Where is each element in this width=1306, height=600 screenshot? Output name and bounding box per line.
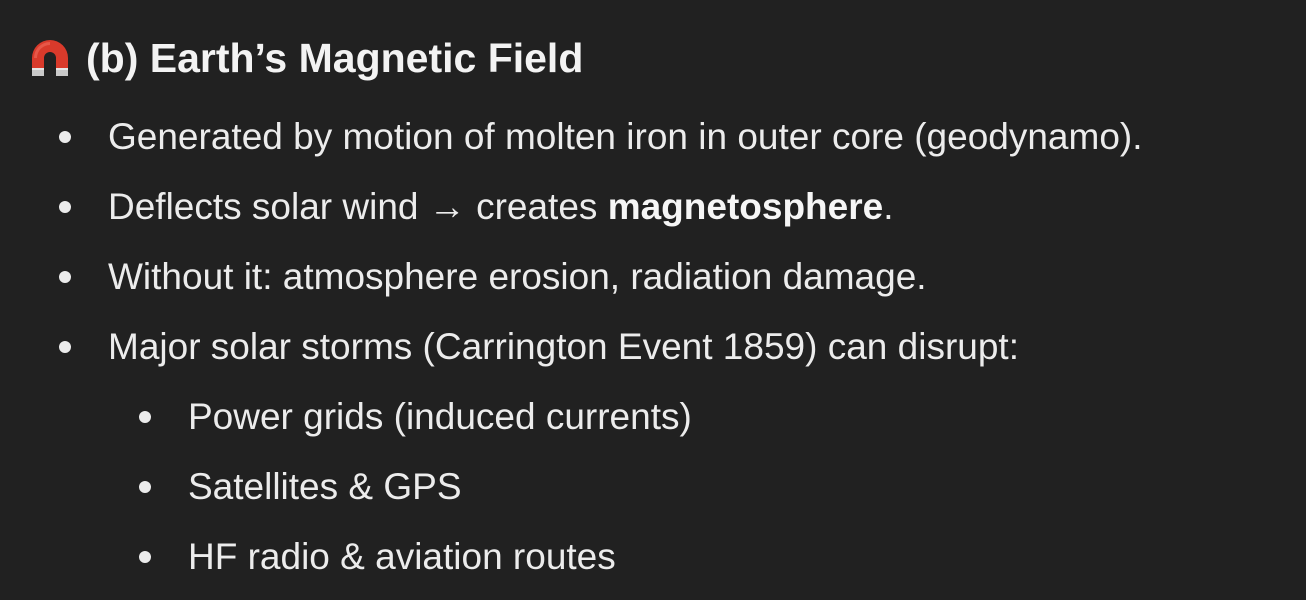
list-item: Major solar storms (Carrington Event 185…: [56, 312, 1143, 382]
list-item: Generated by motion of molten iron in ou…: [56, 102, 1143, 172]
list-item-text: Without it: atmosphere erosion, radiatio…: [108, 256, 927, 297]
bold-term: magnetosphere: [607, 186, 884, 227]
sub-list-item: Satellites & GPS: [136, 452, 692, 522]
list-item: Deflects solar wind → creates magnetosph…: [56, 172, 1143, 242]
section-title: (b) Earth’s Magnetic Field: [86, 34, 584, 81]
sub-list-item-text: Power grids (induced currents): [188, 396, 692, 437]
sub-bullet-list: Power grids (induced currents) Satellite…: [136, 382, 692, 592]
list-item-text-part: .: [883, 186, 894, 227]
magnet-icon: [28, 36, 72, 80]
section-heading: (b) Earth’s Magnetic Field: [28, 30, 583, 86]
bullet-list: Generated by motion of molten iron in ou…: [56, 102, 1143, 382]
list-item-text-part: Deflects solar wind → creates: [108, 186, 608, 227]
sub-list-item: HF radio & aviation routes: [136, 522, 692, 592]
sub-list-item-text: HF radio & aviation routes: [188, 536, 616, 577]
list-item-text: Major solar storms (Carrington Event 185…: [108, 326, 1019, 367]
list-item-text: Generated by motion of molten iron in ou…: [108, 116, 1143, 157]
list-item-text: Deflects solar wind → creates magnetosph…: [108, 186, 893, 228]
sub-list-item-text: Satellites & GPS: [188, 466, 462, 507]
sub-list-item: Power grids (induced currents): [136, 382, 692, 452]
list-item: Without it: atmosphere erosion, radiatio…: [56, 242, 1143, 312]
